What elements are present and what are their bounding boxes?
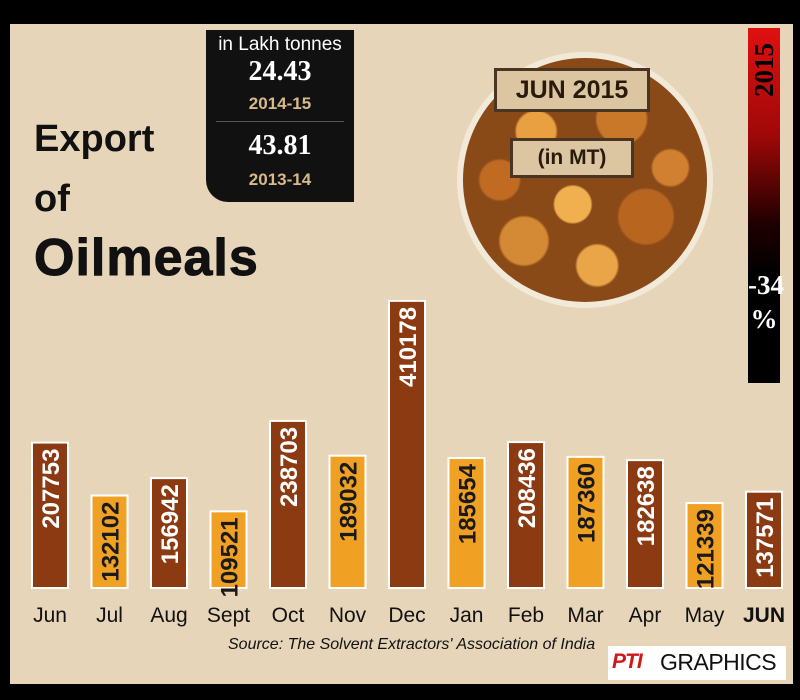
bar-value-label: 121339 (693, 509, 720, 589)
stat-year-2013-14: 2013-14 (248, 170, 312, 189)
inset-month-label: JUN 2015 (494, 68, 650, 112)
stats-box: in Lakh tonnes 24.43 2014-15 43.81 2013-… (206, 30, 354, 202)
bar-jun (745, 490, 783, 589)
bar-value-label: 410178 (395, 307, 422, 387)
x-tick-label: Mar (567, 604, 603, 627)
stats-divider (216, 121, 344, 122)
bar-jul (90, 494, 129, 589)
x-tick-label: JUN (743, 604, 785, 627)
bar-aug (150, 477, 188, 589)
title-line-3: Oilmeals (34, 229, 259, 288)
x-tick-label: Jan (450, 604, 484, 627)
bar-value-label: 182638 (633, 466, 660, 546)
x-tick-label: Sept (207, 604, 250, 627)
stat-year-2014-15: 2014-15 (248, 94, 312, 113)
x-tick-label: Jul (96, 604, 123, 627)
inset-unit-label: (in MT) (510, 138, 634, 178)
stat-value-2014-15: 24.43 (248, 56, 312, 87)
bar-value-label: 207753 (38, 449, 65, 529)
x-tick-label: Aug (150, 604, 187, 627)
bar-sept (209, 510, 248, 589)
change-percent-part: -34 (748, 270, 784, 300)
bar-may (685, 502, 724, 590)
bar-value-label: 137571 (752, 498, 779, 578)
bar-value-label: 208436 (514, 448, 541, 528)
x-tick-label: Feb (508, 604, 544, 627)
title-line-1: Export (34, 118, 155, 160)
bar-jan (447, 457, 486, 589)
bar-mar (566, 455, 605, 589)
bar-value-label: 185654 (455, 463, 482, 544)
x-tick-label: Nov (329, 604, 367, 627)
title-line-2: of (34, 178, 70, 220)
change-year: 2015 (749, 43, 779, 97)
bar-oct (269, 419, 307, 589)
x-tick-label: May (685, 604, 725, 627)
change-percent-part: % (750, 304, 778, 334)
x-tick-label: Apr (629, 604, 662, 627)
pti-graphics-credit: PTI GRAPHICS (608, 646, 786, 680)
change-strip: 2015 -34% (748, 28, 784, 383)
change-percent: -34% (748, 268, 784, 336)
bar-value-label: 109521 (217, 517, 244, 597)
stat-value-2013-14: 43.81 (248, 130, 312, 161)
source-note: Source: The Solvent Extractors' Associat… (228, 636, 596, 653)
bar-value-label: 238703 (276, 427, 303, 507)
bar-value-label: 156942 (157, 484, 184, 564)
bar-nov (328, 454, 367, 590)
bar-dec (388, 299, 426, 589)
x-tick-label: Dec (388, 604, 425, 627)
stats-unit: in Lakh tonnes (218, 34, 342, 55)
x-tick-label: Oct (272, 604, 305, 627)
bar-jun (31, 441, 69, 589)
x-tick-label: Jun (33, 604, 67, 627)
bar-value-label: 187360 (574, 463, 601, 543)
credit-text: GRAPHICS (660, 649, 777, 675)
bar-apr (626, 459, 664, 590)
bar-value-label: 132102 (98, 502, 125, 582)
bar-feb (507, 441, 545, 589)
bar-value-label: 189032 (336, 462, 363, 542)
pti-logo: PTI (612, 650, 643, 673)
